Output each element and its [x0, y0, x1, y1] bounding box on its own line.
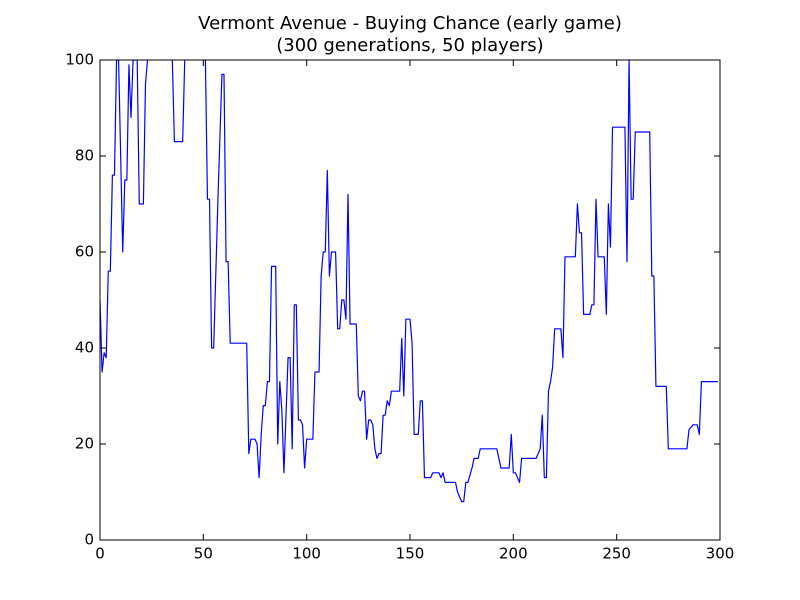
x-tick-label: 150: [396, 545, 425, 563]
y-tick-label: 100: [65, 51, 94, 69]
x-tick-label: 0: [95, 545, 105, 563]
y-tick-label: 0: [84, 531, 94, 549]
x-tick-label: 200: [499, 545, 528, 563]
x-tick-label: 50: [194, 545, 213, 563]
y-tick-label: 20: [75, 435, 94, 453]
x-tick-label: 300: [706, 545, 735, 563]
data-line: [100, 60, 718, 503]
chart-subtitle: (300 generations, 50 players): [276, 35, 543, 56]
x-tick-label: 100: [292, 545, 321, 563]
y-tick-label: 60: [75, 243, 94, 261]
x-tick-label: 250: [602, 545, 631, 563]
plot-area: [100, 60, 718, 503]
chart-title: Vermont Avenue - Buying Chance (early ga…: [198, 13, 622, 34]
y-tick-label: 80: [75, 147, 94, 165]
y-tick-label: 40: [75, 339, 94, 357]
